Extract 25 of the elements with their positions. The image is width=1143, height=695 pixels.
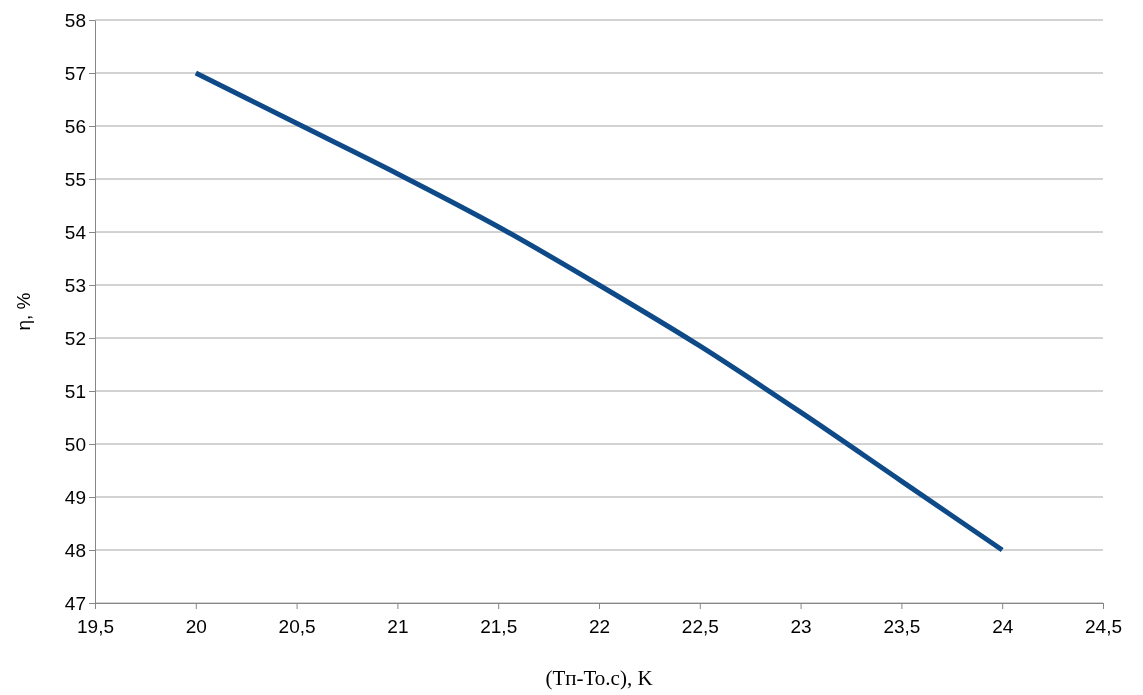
y-tick-label: 51: [64, 380, 86, 402]
x-tick-label: 21: [387, 615, 409, 637]
x-tick-label: 20,5: [278, 615, 316, 637]
y-tick-label: 56: [64, 115, 86, 137]
y-tick-label: 52: [64, 327, 86, 349]
x-tick-label: 24: [992, 615, 1014, 637]
x-tick-label: 23,5: [883, 615, 921, 637]
x-tick-label: 22,5: [681, 615, 719, 637]
y-tick-label: 48: [64, 539, 86, 561]
y-tick-label: 57: [64, 62, 86, 84]
x-tick-label: 24,5: [1085, 615, 1122, 637]
x-tick-label: 19,5: [77, 615, 114, 637]
x-tick-label: 22: [588, 615, 611, 637]
y-tick-label: 54: [64, 221, 87, 243]
y-tick-label: 50: [64, 433, 86, 455]
y-tick-label: 55: [64, 168, 86, 190]
x-tick-label: 20: [185, 615, 207, 637]
y-tick-label: 58: [64, 9, 86, 31]
y-tick-label: 47: [64, 592, 86, 614]
x-tick-label: 21,5: [480, 615, 518, 637]
x-axis-title: (Tп-To.c), K: [545, 666, 653, 690]
y-tick-label: 49: [64, 486, 86, 508]
x-tick-label: 23: [790, 615, 812, 637]
y-axis-title: η, %: [13, 292, 34, 331]
y-tick-label: 53: [64, 274, 86, 296]
